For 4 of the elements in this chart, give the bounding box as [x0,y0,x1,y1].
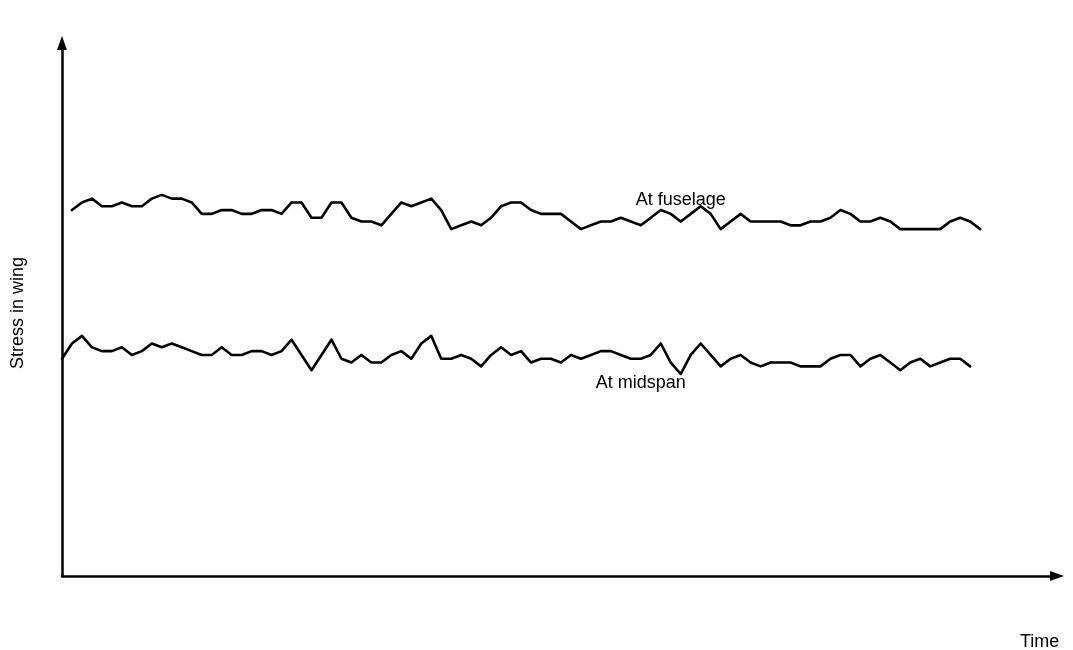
y-axis-title: Stress in wing [7,256,27,370]
x-axis-title: Time [1020,631,1060,650]
series-label: At fuselage [635,188,726,209]
series-label: At midspan [595,371,686,392]
